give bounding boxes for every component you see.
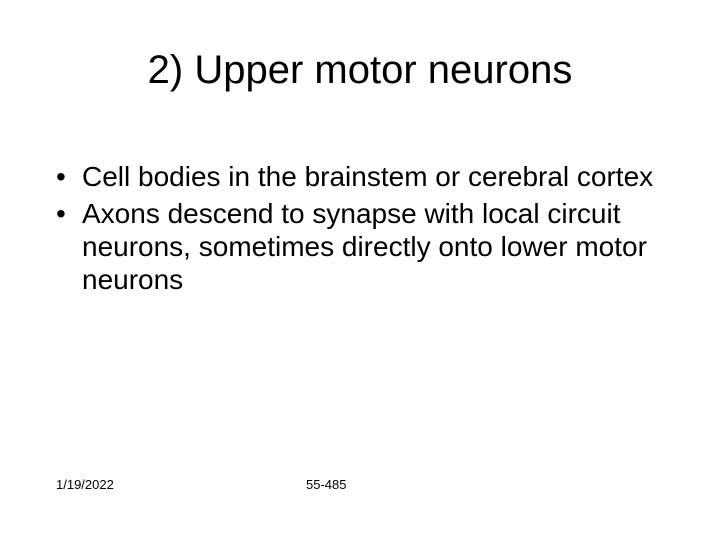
slide-title: 2) Upper motor neurons xyxy=(0,48,720,93)
list-item: Cell bodies in the brainstem or cerebral… xyxy=(56,160,676,193)
list-item: Axons descend to synapse with local circ… xyxy=(56,197,676,296)
slide-body: Cell bodies in the brainstem or cerebral… xyxy=(56,160,676,300)
slide: 2) Upper motor neurons Cell bodies in th… xyxy=(0,0,720,540)
footer-page-number: 55-485 xyxy=(306,477,346,492)
bullet-list: Cell bodies in the brainstem or cerebral… xyxy=(56,160,676,296)
footer-date: 1/19/2022 xyxy=(56,477,114,492)
